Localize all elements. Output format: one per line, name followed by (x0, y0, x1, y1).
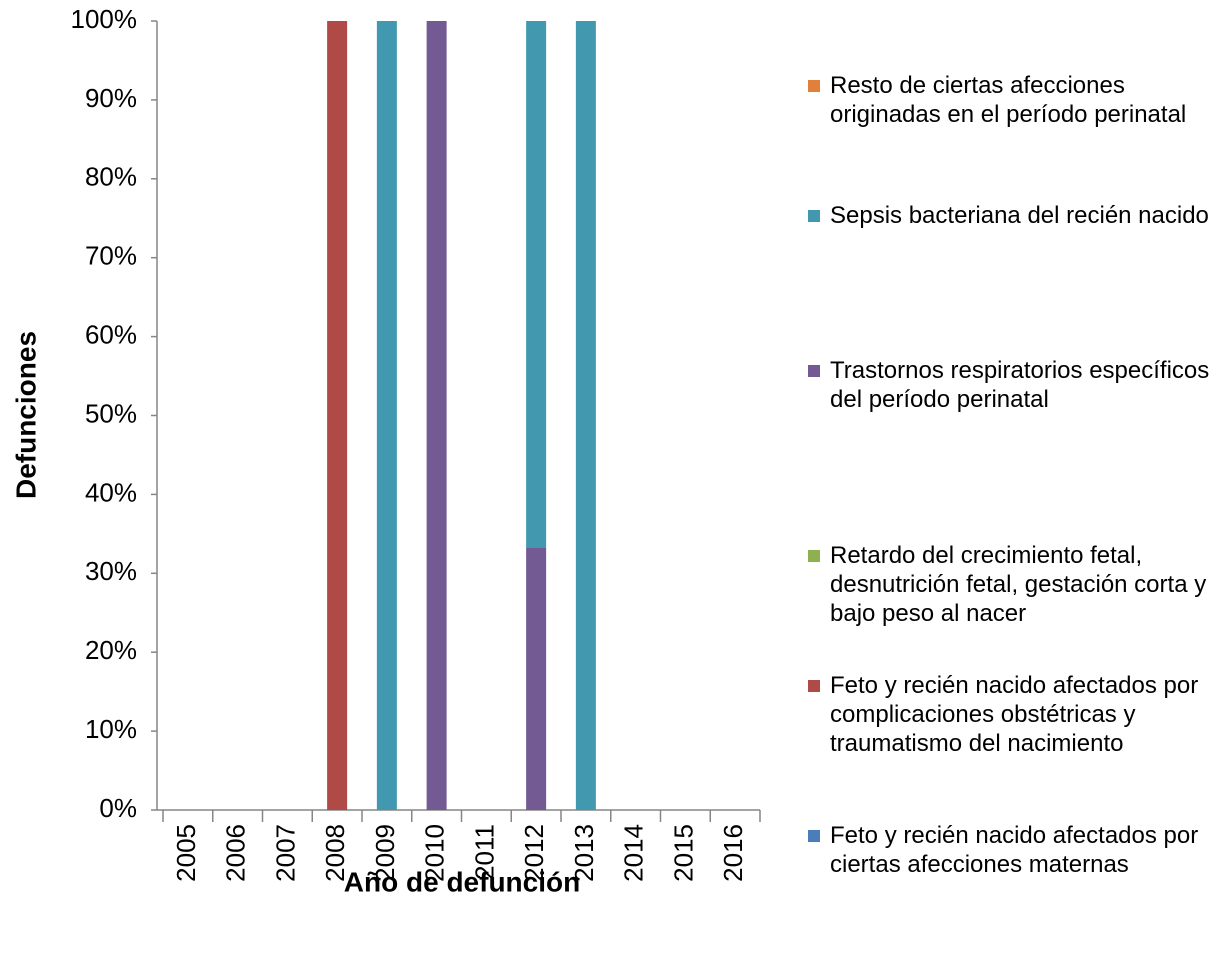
x-tick-label: 2008 (320, 824, 350, 882)
y-tick-label: 50% (85, 398, 137, 428)
x-tick-label: 2009 (370, 824, 400, 882)
legend-label: Sepsis bacteriana del recién nacido (830, 201, 1209, 229)
legend-label: Retardo del crecimiento fetal, desnutric… (830, 541, 1207, 627)
x-tick-label: 2015 (668, 824, 698, 882)
y-tick-label: 80% (85, 162, 137, 192)
y-tick-label: 20% (85, 635, 137, 665)
legend-swatch (808, 364, 820, 377)
y-axis-title: Defunciones (10, 331, 41, 499)
bar-segment (426, 21, 447, 810)
legend-label: Resto de ciertas afecciones originadas e… (830, 71, 1187, 128)
x-tick-label: 2011 (469, 824, 499, 880)
y-tick-label: 100% (71, 4, 138, 34)
bar-segment (575, 21, 596, 810)
y-tick-label: 60% (85, 319, 137, 349)
y-tick-label: 40% (85, 477, 137, 507)
x-tick-label: 2010 (420, 824, 450, 882)
x-tick-label: 2013 (569, 824, 599, 882)
legend-label: Feto y recién nacido afectados por ciert… (830, 821, 1199, 878)
x-tick-label: 2005 (171, 824, 201, 882)
legend-swatch (808, 209, 820, 222)
y-tick-label: 70% (85, 241, 137, 271)
legend-swatch (808, 549, 820, 562)
x-tick-label: 2007 (270, 824, 300, 882)
legend-swatch (808, 829, 820, 842)
legend-swatch (808, 79, 820, 92)
y-tick-label: 90% (85, 83, 137, 113)
y-tick-label: 30% (85, 556, 137, 586)
x-axis-title: Año de defunción (344, 866, 580, 897)
x-tick-label: 2016 (718, 824, 748, 882)
x-tick-label: 2014 (619, 824, 649, 882)
x-tick-label: 2012 (519, 824, 549, 882)
bar-segment (376, 21, 397, 810)
x-tick-label: 2006 (221, 824, 251, 882)
y-tick-label: 0% (99, 793, 137, 823)
bar-segment (327, 21, 348, 810)
bar-segment (526, 21, 547, 548)
legend-swatch (808, 679, 820, 692)
legend-label: Trastornos respiratorios específicos del… (830, 356, 1210, 413)
bar-segment (526, 547, 547, 810)
legend-label: Feto y recién nacido afectados por compl… (830, 671, 1199, 757)
y-tick-label: 10% (85, 714, 137, 744)
